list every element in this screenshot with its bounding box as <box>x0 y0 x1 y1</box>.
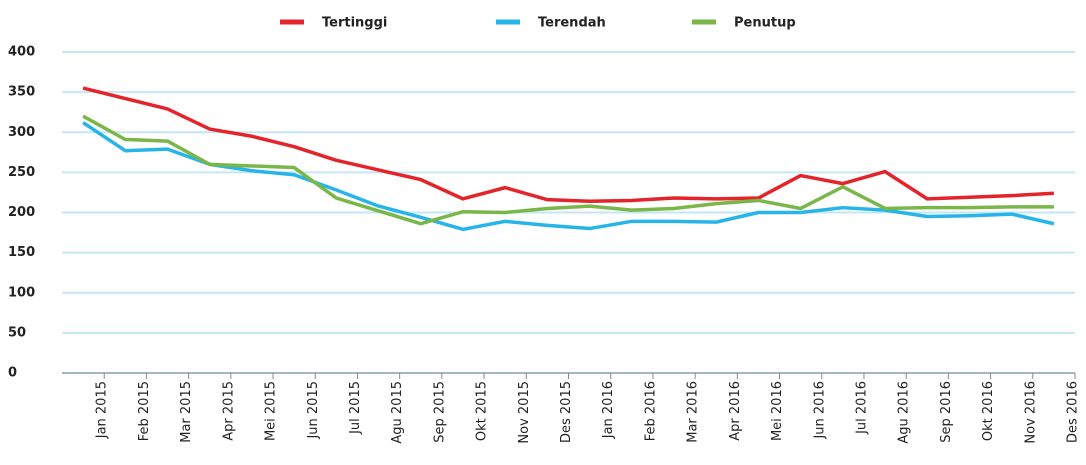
y-tick-label: 0 <box>8 366 17 381</box>
x-tick-label: Nov 2016 <box>1023 381 1038 444</box>
x-tick-label: Jun 2016 <box>812 381 827 440</box>
y-tick-label: 250 <box>8 165 35 180</box>
legend-label: Terendah <box>538 16 606 31</box>
x-tick-label: Sep 2015 <box>432 381 447 443</box>
y-tick-label: 50 <box>8 325 26 340</box>
x-tick-label: Sep 2016 <box>939 381 954 443</box>
x-tick-label: Nov 2015 <box>517 381 532 444</box>
legend-label: Tertinggi <box>322 16 387 31</box>
y-tick-label: 400 <box>8 45 35 60</box>
legend-label: Penutup <box>734 16 796 31</box>
x-tick-label: Des 2015 <box>559 381 574 443</box>
x-tick-label: Mar 2015 <box>179 381 194 443</box>
x-tick-label: Jun 2015 <box>306 381 321 440</box>
x-tick-label: Mei 2015 <box>264 381 279 441</box>
x-tick-label: Jan 2015 <box>95 381 110 439</box>
x-tick-label: Jan 2016 <box>601 381 616 439</box>
x-tick-label: Des 2016 <box>1066 381 1081 443</box>
y-tick-label: 300 <box>8 125 35 140</box>
y-tick-label: 200 <box>8 205 35 220</box>
x-tick-label: Mar 2016 <box>686 381 701 443</box>
line-series <box>82 114 1054 226</box>
x-tick-label: Jul 2016 <box>854 381 869 435</box>
line-series <box>82 86 1054 204</box>
x-tick-label: Feb 2016 <box>643 381 658 441</box>
x-tick-label: Agu 2016 <box>897 381 912 444</box>
y-tick-label: 350 <box>8 85 35 100</box>
x-tick-label: Feb 2015 <box>137 381 152 441</box>
y-tick-label: 150 <box>8 245 35 260</box>
line-series <box>82 121 1055 232</box>
x-tick-label: Okt 2015 <box>475 381 490 441</box>
x-tick-label: Apr 2016 <box>728 381 743 441</box>
x-tick-label: Apr 2015 <box>221 381 236 441</box>
x-tick-label: Okt 2016 <box>981 381 996 441</box>
x-tick-label: Mei 2016 <box>770 381 785 441</box>
x-tick-label: Agu 2015 <box>390 381 405 444</box>
x-tick-label: Jul 2015 <box>348 381 363 435</box>
y-tick-label: 100 <box>8 285 35 300</box>
